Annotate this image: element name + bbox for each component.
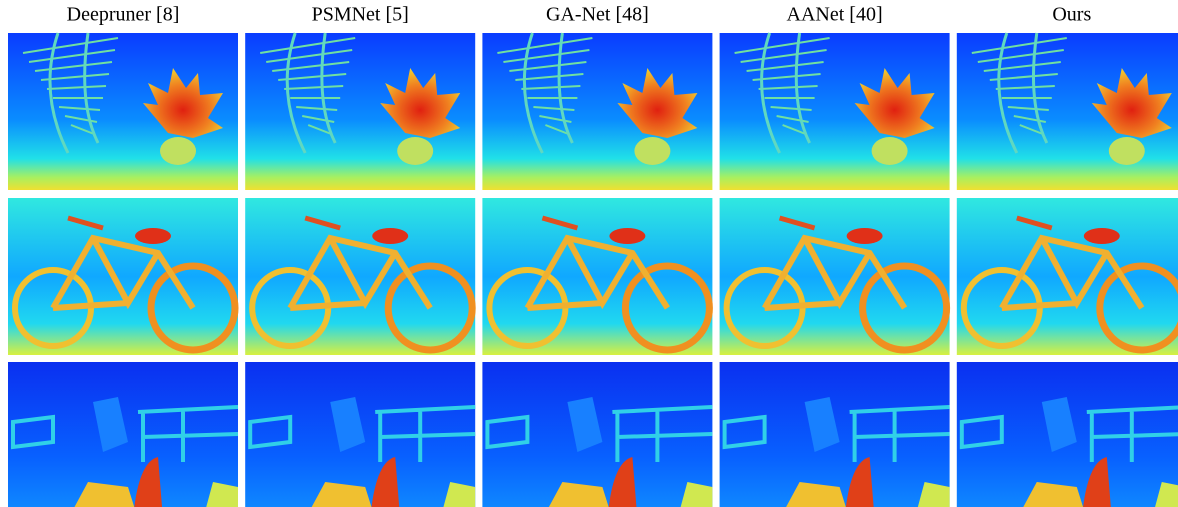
saddle: [847, 228, 883, 244]
disparity-map: [8, 362, 238, 507]
depth-background: [720, 198, 950, 355]
saddle: [609, 228, 645, 244]
column-header: GA-Net [48]: [546, 4, 649, 26]
disparity-map: [245, 33, 475, 190]
disparity-map: [8, 198, 238, 355]
column-header: Deepruner [8]: [67, 4, 180, 26]
depth-background: [482, 198, 712, 355]
depth-background: [245, 198, 475, 355]
disparity-map: [957, 33, 1178, 190]
vase: [397, 137, 433, 165]
disparity-map: [482, 362, 712, 507]
vase: [1109, 137, 1145, 165]
disparity-map: [8, 33, 238, 190]
disparity-map: [245, 362, 475, 507]
disparity-map: [957, 362, 1178, 507]
disparity-map: [720, 33, 950, 190]
disparity-map: [720, 198, 950, 355]
saddle: [372, 228, 408, 244]
vase: [160, 137, 196, 165]
column-header: PSMNet [5]: [312, 4, 409, 26]
vase: [634, 137, 670, 165]
vase: [872, 137, 908, 165]
depth-background: [8, 198, 238, 355]
disparity-map: [957, 198, 1178, 355]
saddle: [135, 228, 171, 244]
depth-background: [957, 198, 1178, 355]
disparity-map: [720, 362, 950, 507]
figure: Deepruner [8] PSMNet [5] GA-Net [48] AANet …: [0, 0, 1178, 507]
saddle: [1084, 228, 1120, 244]
disparity-map: [245, 198, 475, 355]
disparity-map: [482, 33, 712, 190]
disparity-map: [482, 198, 712, 355]
column-header: Ours: [1052, 4, 1091, 26]
column-header: AANet [40]: [787, 4, 883, 26]
